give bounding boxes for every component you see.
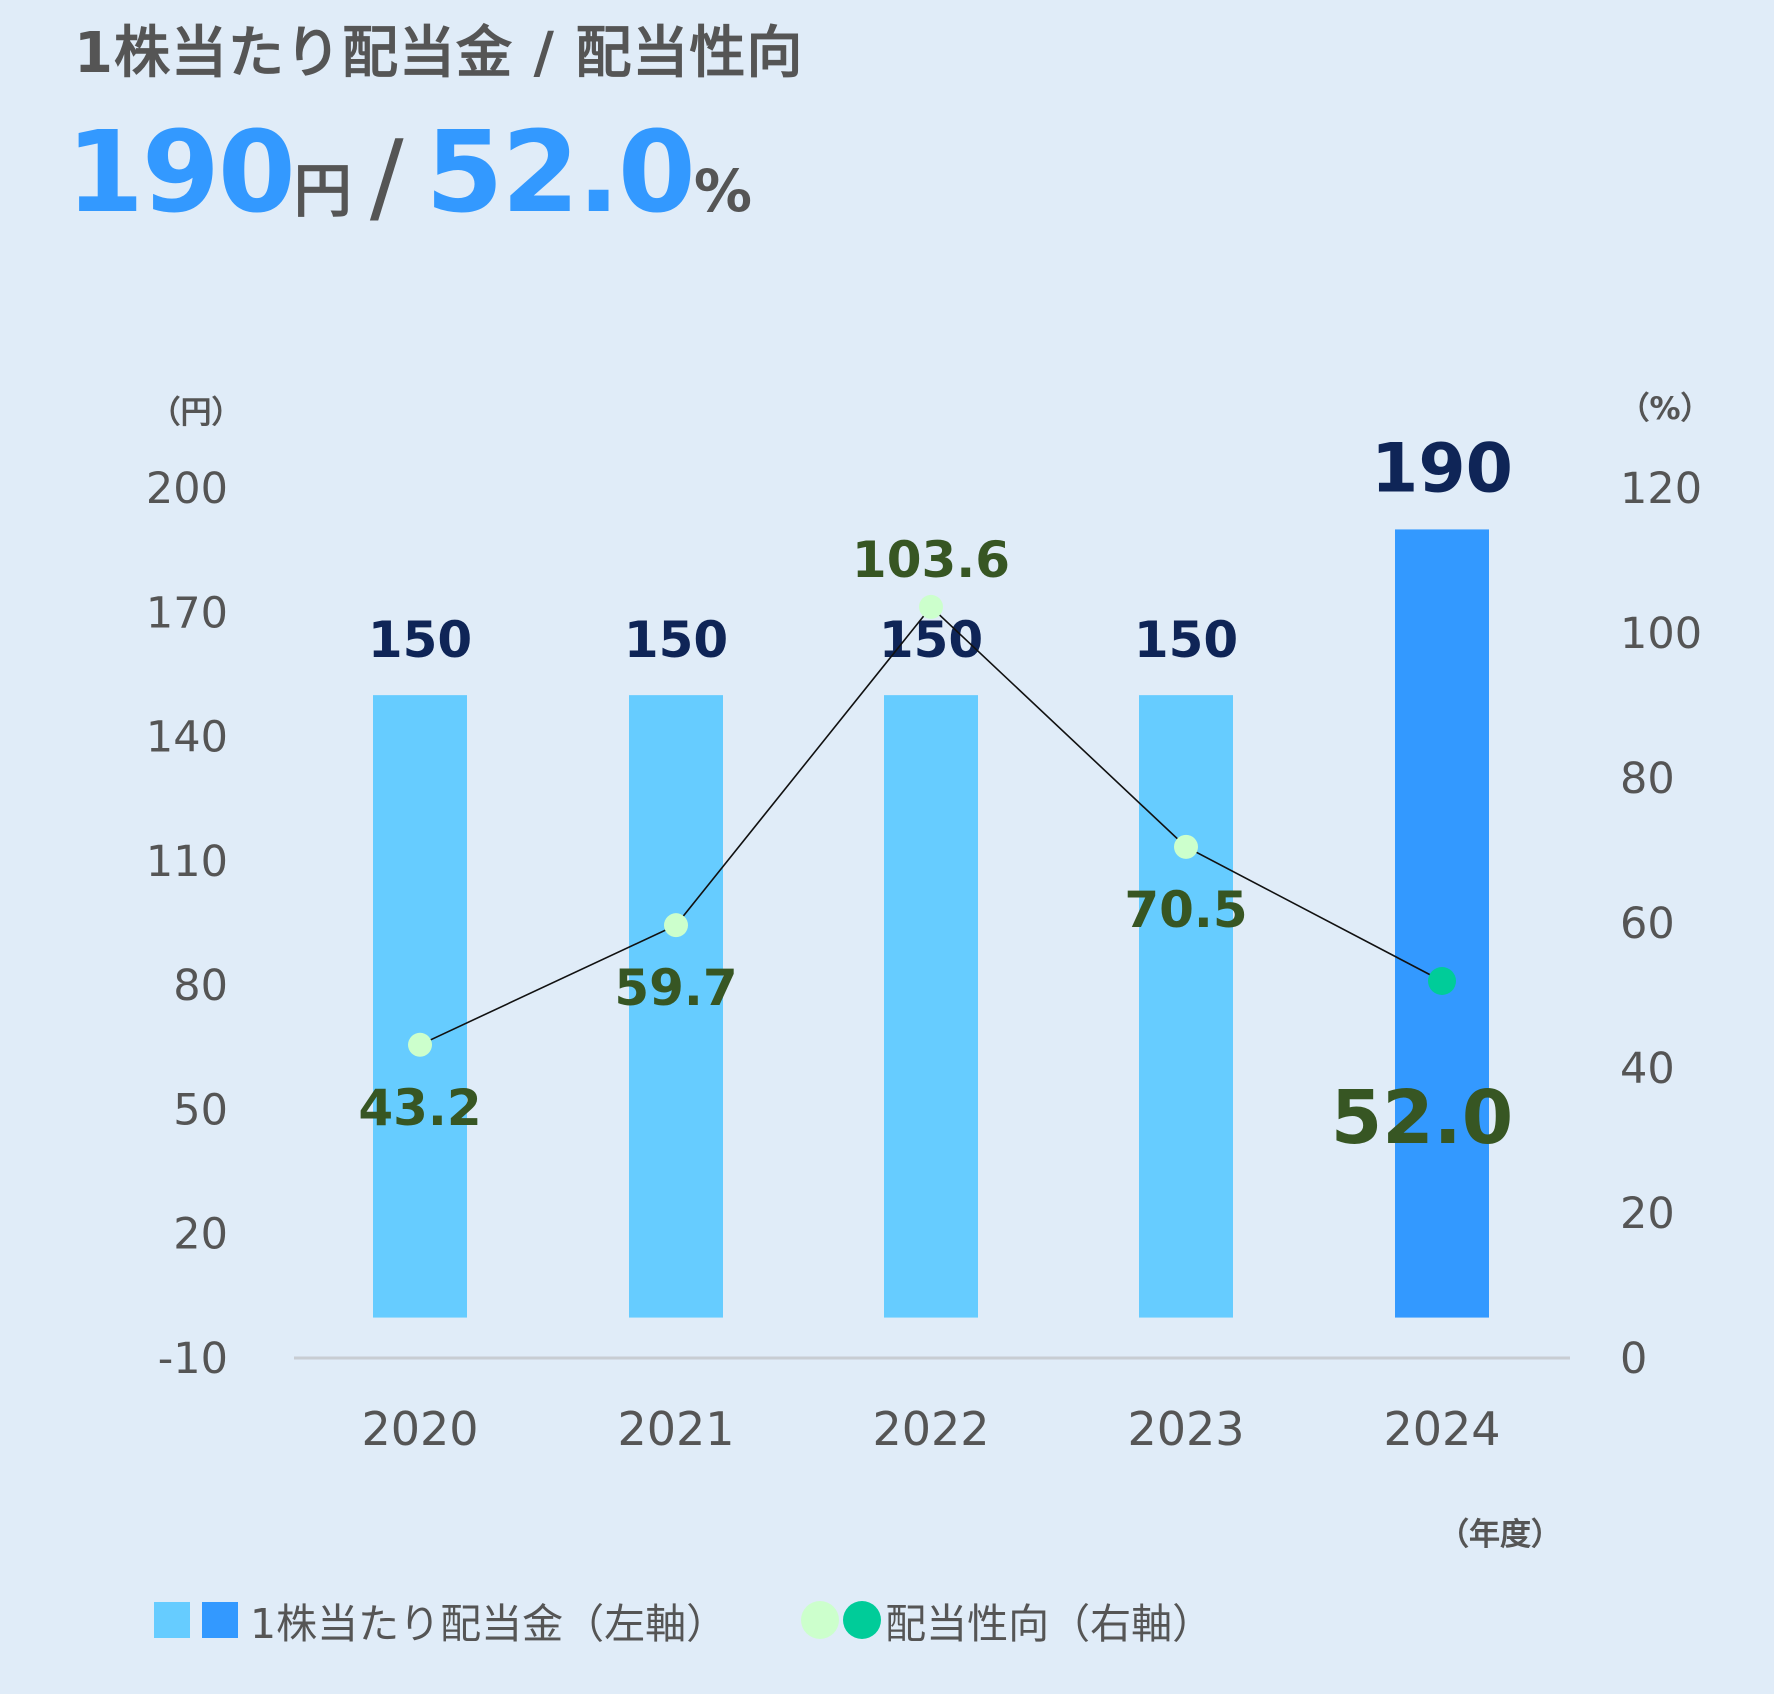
- right-axis-unit: （%）: [1618, 391, 1711, 427]
- chart-title: 1株当たり配当金 / 配当性向: [74, 21, 804, 86]
- left-axis-tick-label: 200: [146, 464, 228, 514]
- headline-dividend-unit: 円: [293, 157, 352, 225]
- chart-legend: 1株当たり配当金（左軸） 配当性向（右軸）: [154, 1590, 1213, 1650]
- legend-bar-label: 1株当たり配当金（左軸）: [250, 1600, 728, 1648]
- payout-ratio-point-2021: [664, 913, 688, 938]
- left-axis-tick-label: 170: [146, 588, 228, 638]
- left-axis-tick-label: -10: [158, 1334, 228, 1384]
- bar-value-label: 150: [624, 611, 728, 669]
- left-axis-tick-label: 80: [173, 961, 228, 1011]
- right-axis-tick-label: 40: [1620, 1044, 1675, 1094]
- bar-value-label: 150: [368, 611, 472, 669]
- bar-2021: [629, 695, 723, 1318]
- left-axis-tick-label: 20: [173, 1210, 228, 1260]
- headline-payout-unit: %: [693, 157, 752, 225]
- headline-separator: /: [369, 118, 404, 235]
- right-axis-tick-label: 80: [1620, 754, 1675, 804]
- right-axis-tick-label: 20: [1620, 1189, 1675, 1239]
- legend-dot-past: [801, 1601, 840, 1639]
- payout-ratio-point-2020: [408, 1032, 432, 1057]
- x-axis-unit: （年度）: [1438, 1517, 1562, 1553]
- bar-value-label: 150: [1134, 611, 1238, 669]
- legend-line-label: 配当性向（右軸）: [885, 1600, 1214, 1648]
- legend-bar-swatch-current: [202, 1602, 238, 1638]
- bar-value-label: 190: [1371, 429, 1513, 508]
- right-axis-tick-label: 120: [1620, 464, 1702, 514]
- bar-value-label: 150: [879, 611, 983, 669]
- payout-ratio-value-label: 43.2: [358, 1079, 481, 1137]
- headline-payout-value: 52.0: [425, 108, 696, 238]
- bar-2023: [1139, 695, 1233, 1318]
- x-axis-tick-label: 2024: [1383, 1402, 1500, 1456]
- x-axis-tick-label: 2023: [1127, 1402, 1244, 1456]
- left-axis-tick-label: 140: [146, 713, 228, 763]
- payout-ratio-value-label: 52.0: [1331, 1075, 1514, 1161]
- x-axis-tick-label: 2021: [617, 1402, 734, 1456]
- x-axis-tick-label: 2022: [872, 1402, 989, 1456]
- bar-2024: [1395, 529, 1489, 1318]
- payout-ratio-point-2022: [919, 594, 943, 619]
- payout-ratio-value-label: 103.6: [852, 531, 1010, 589]
- bar-2020: [373, 695, 467, 1318]
- bar-2022: [884, 695, 978, 1318]
- right-axis-tick-label: 60: [1620, 899, 1675, 949]
- payout-ratio-point-2023: [1174, 834, 1198, 859]
- right-axis-tick-label: 0: [1620, 1334, 1647, 1384]
- left-axis-tick-label: 110: [146, 837, 228, 887]
- headline-dividend-value: 190: [66, 108, 296, 238]
- left-axis-unit: （円）: [150, 395, 243, 431]
- payout-ratio-value-label: 70.5: [1124, 881, 1247, 939]
- headline-summary: 190円/52.0%: [66, 108, 752, 238]
- right-axis-tick-label: 100: [1620, 609, 1702, 659]
- payout-ratio-point-2024: [1428, 967, 1456, 995]
- payout-ratio-value-label: 59.7: [614, 959, 737, 1017]
- legend-bar-swatch-past: [154, 1602, 190, 1638]
- legend-dot-current: [843, 1601, 882, 1639]
- left-axis-tick-label: 50: [173, 1085, 228, 1135]
- x-axis-tick-label: 2020: [361, 1402, 478, 1456]
